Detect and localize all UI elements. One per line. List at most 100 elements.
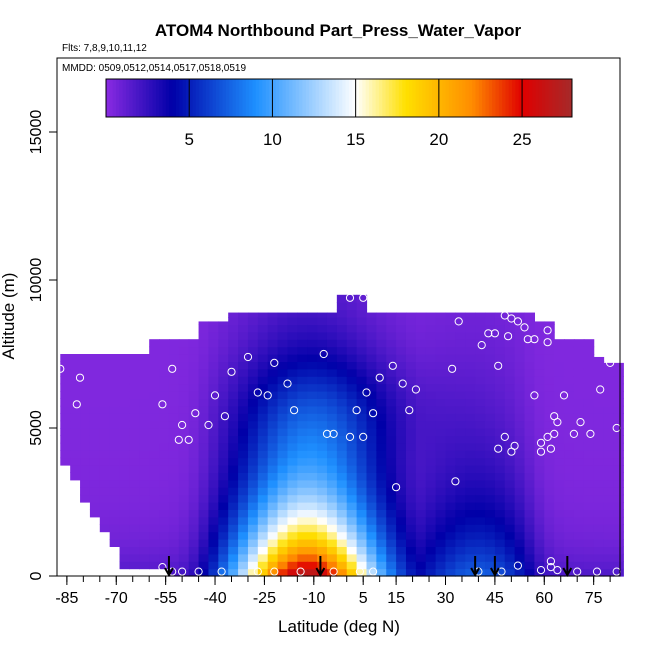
sample-point: [411, 385, 420, 394]
heatmap-cell: [60, 435, 71, 444]
heatmap-cell: [257, 312, 269, 318]
heatmap-cell: [336, 383, 348, 392]
heatmap-cell: [99, 442, 111, 451]
sample-point: [500, 311, 509, 320]
heatmap-cell: [514, 450, 526, 459]
heatmap-cell: [415, 479, 427, 488]
heatmap-cell: [267, 361, 279, 370]
heatmap-cell: [603, 413, 615, 422]
heatmap-cell: [465, 312, 476, 318]
heatmap-cell: [376, 339, 387, 348]
heatmap-cell: [139, 553, 150, 562]
heatmap-cell: [544, 428, 555, 436]
heatmap-cell: [485, 361, 496, 370]
heatmap-cell: [129, 457, 140, 466]
heatmap-cell: [514, 413, 526, 422]
heatmap-cell: [277, 420, 289, 429]
heatmap-cell: [129, 553, 140, 562]
heatmap-cell: [326, 428, 338, 436]
sample-point: [296, 567, 305, 576]
heatmap-cell: [435, 391, 447, 399]
heatmap-cell: [208, 509, 219, 518]
heatmap-cell: [218, 479, 229, 488]
colorbar-swatch: [432, 79, 437, 117]
colorbar-swatch: [395, 79, 400, 117]
heatmap-cell: [168, 398, 180, 407]
heatmap-cell: [159, 361, 170, 370]
heatmap-cell: [583, 553, 595, 562]
heatmap-cell: [149, 435, 160, 444]
heatmap-cell: [603, 457, 615, 466]
heatmap-cell: [445, 324, 456, 333]
heatmap-cell: [326, 413, 338, 422]
heatmap-cell: [277, 435, 289, 444]
heatmap-cell: [159, 435, 170, 444]
heatmap-cell: [435, 354, 447, 362]
heatmap-cell: [603, 450, 615, 459]
sample-point: [454, 317, 463, 326]
heatmap-cell: [247, 539, 259, 547]
heatmap-cell: [198, 398, 210, 407]
heatmap-cell: [554, 442, 565, 451]
heatmap-cell: [504, 465, 516, 473]
heatmap-cell: [238, 331, 249, 340]
heatmap-cell: [247, 435, 259, 444]
heatmap-cell: [247, 428, 259, 436]
heatmap-cell: [60, 391, 71, 399]
heatmap-cell: [465, 450, 476, 459]
heatmap-cell: [346, 516, 358, 525]
heatmap-cell: [287, 413, 298, 422]
heatmap-cell: [208, 450, 219, 459]
heatmap-cell: [475, 553, 486, 562]
heatmap-cell: [109, 428, 121, 436]
heatmap-cell: [287, 465, 298, 473]
heatmap-cell: [89, 428, 101, 436]
heatmap-cell: [257, 435, 269, 444]
heatmap-cell: [317, 539, 328, 547]
sample-point: [56, 471, 65, 480]
heatmap-cell: [257, 450, 269, 459]
heatmap-cell: [573, 553, 585, 562]
heatmap-cell: [346, 428, 358, 436]
colorbar-swatch: [295, 79, 300, 117]
heatmap-cell: [485, 509, 496, 518]
heatmap-cell: [70, 398, 81, 407]
heatmap-cell: [485, 391, 496, 399]
heatmap-cell: [129, 442, 140, 451]
heatmap-cell: [485, 494, 496, 503]
colorbar-swatch: [558, 79, 563, 117]
heatmap-cell: [405, 516, 417, 525]
heatmap-cell: [70, 391, 81, 399]
heatmap-cell: [554, 539, 565, 547]
colorbar-swatch: [205, 79, 210, 117]
colorbar-swatch: [249, 79, 253, 117]
heatmap-cell: [139, 398, 150, 407]
heatmap-cell: [178, 383, 190, 392]
heatmap-cell: [573, 524, 585, 533]
heatmap-cell: [494, 312, 506, 318]
heatmap-cell: [366, 331, 377, 340]
colorbar-swatch: [275, 79, 280, 117]
heatmap-cell: [475, 317, 486, 325]
heatmap-cell: [593, 539, 605, 547]
heatmap-cell: [455, 361, 466, 370]
heatmap-cell: [396, 509, 407, 518]
heatmap-cell: [603, 420, 615, 429]
heatmap-cell: [168, 435, 180, 444]
heatmap-cell: [70, 428, 81, 436]
heatmap-cell: [514, 420, 526, 429]
heatmap-cell: [435, 546, 447, 555]
heatmap-cell: [564, 442, 575, 451]
heatmap-cell: [386, 561, 397, 570]
heatmap-cell: [435, 428, 447, 436]
heatmap-cell: [346, 309, 358, 318]
heatmap-cell: [366, 383, 377, 392]
heatmap-cell: [70, 435, 81, 444]
heatmap-cell: [425, 442, 437, 451]
heatmap-cell: [494, 531, 506, 540]
heatmap-cell: [238, 502, 249, 510]
heatmap-cell: [228, 331, 239, 340]
heatmap-cell: [465, 428, 476, 436]
heatmap-cell: [139, 472, 150, 481]
sample-point: [500, 432, 509, 441]
